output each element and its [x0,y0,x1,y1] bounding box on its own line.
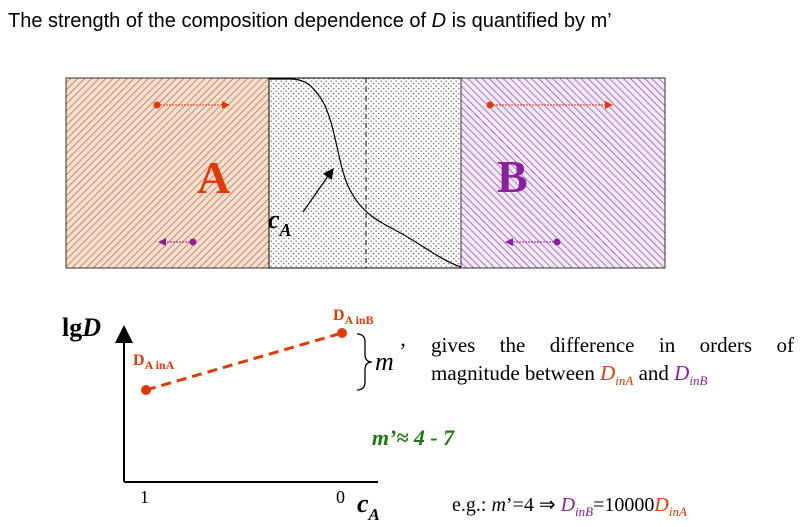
diffusion-zone [268,77,462,269]
description-word: in [658,333,676,357]
example-eq: ’=4 ⇒ [505,494,561,516]
plot-trend-line [145,331,343,392]
label-a: A [197,152,230,203]
title-symbol: D [431,10,447,32]
label-b: B [497,151,528,202]
region-b-slow-dot [553,238,561,246]
plot-point-d-a-in-a [141,385,151,395]
plot-label-d-a-in-a: DA inA [133,352,175,372]
description-line-2: magnitude between DinA and DinB [431,359,794,395]
m-prime-brace [356,333,373,391]
description-word: the [499,333,526,357]
description-word: difference [549,333,635,357]
plot-tick-0: 0 [336,487,345,507]
concentration-profile [269,78,462,268]
example-d-in-a: DinA [654,494,687,519]
region-b [460,77,666,269]
example-d-in-b: DinB [560,494,594,519]
description-word: gives [431,333,476,357]
cA-curve-label: cA [268,205,292,240]
m-prime-label: m’ [375,338,405,376]
profile-pointer-arrow [302,168,334,213]
region-a-fast-dot [153,101,161,109]
description-word: of [776,333,794,357]
description-text: gives the difference in orders of magnit… [431,331,794,395]
plot-label-d-a-in-b: DA inB [333,307,374,327]
region-b-fast-dot [486,101,494,109]
description-word: orders [699,333,753,357]
example-value: =10000 [593,494,655,516]
slide-title: The strength of the composition dependen… [8,10,612,33]
title-prefix: The strength of the composition dependen… [8,10,432,32]
title-suffix: is quantified by m’ [446,10,612,32]
d-in-a-symbol: DinA [600,361,634,388]
description-and: and [633,361,675,385]
d-in-b-symbol: DinB [674,361,708,388]
description-line-1: gives the difference in orders of [431,331,794,359]
m-prime-range: m’≈ 4 - 7 [371,425,455,450]
plot-x-axis-label: cA [357,489,380,524]
plot-y-axis-label: lgD [62,313,101,342]
plot-point-d-a-in-b [337,328,347,338]
region-a-slow-dot [189,238,197,246]
description-line-2-prefix: magnitude between [431,361,601,385]
region-a [65,77,270,269]
example-equation: e.g.: m’=4 ⇒ DinB=10000DinA [452,492,687,520]
plot-tick-1: 1 [140,487,149,507]
example-prefix: e.g.: [452,494,492,516]
example-m: m [491,494,506,516]
